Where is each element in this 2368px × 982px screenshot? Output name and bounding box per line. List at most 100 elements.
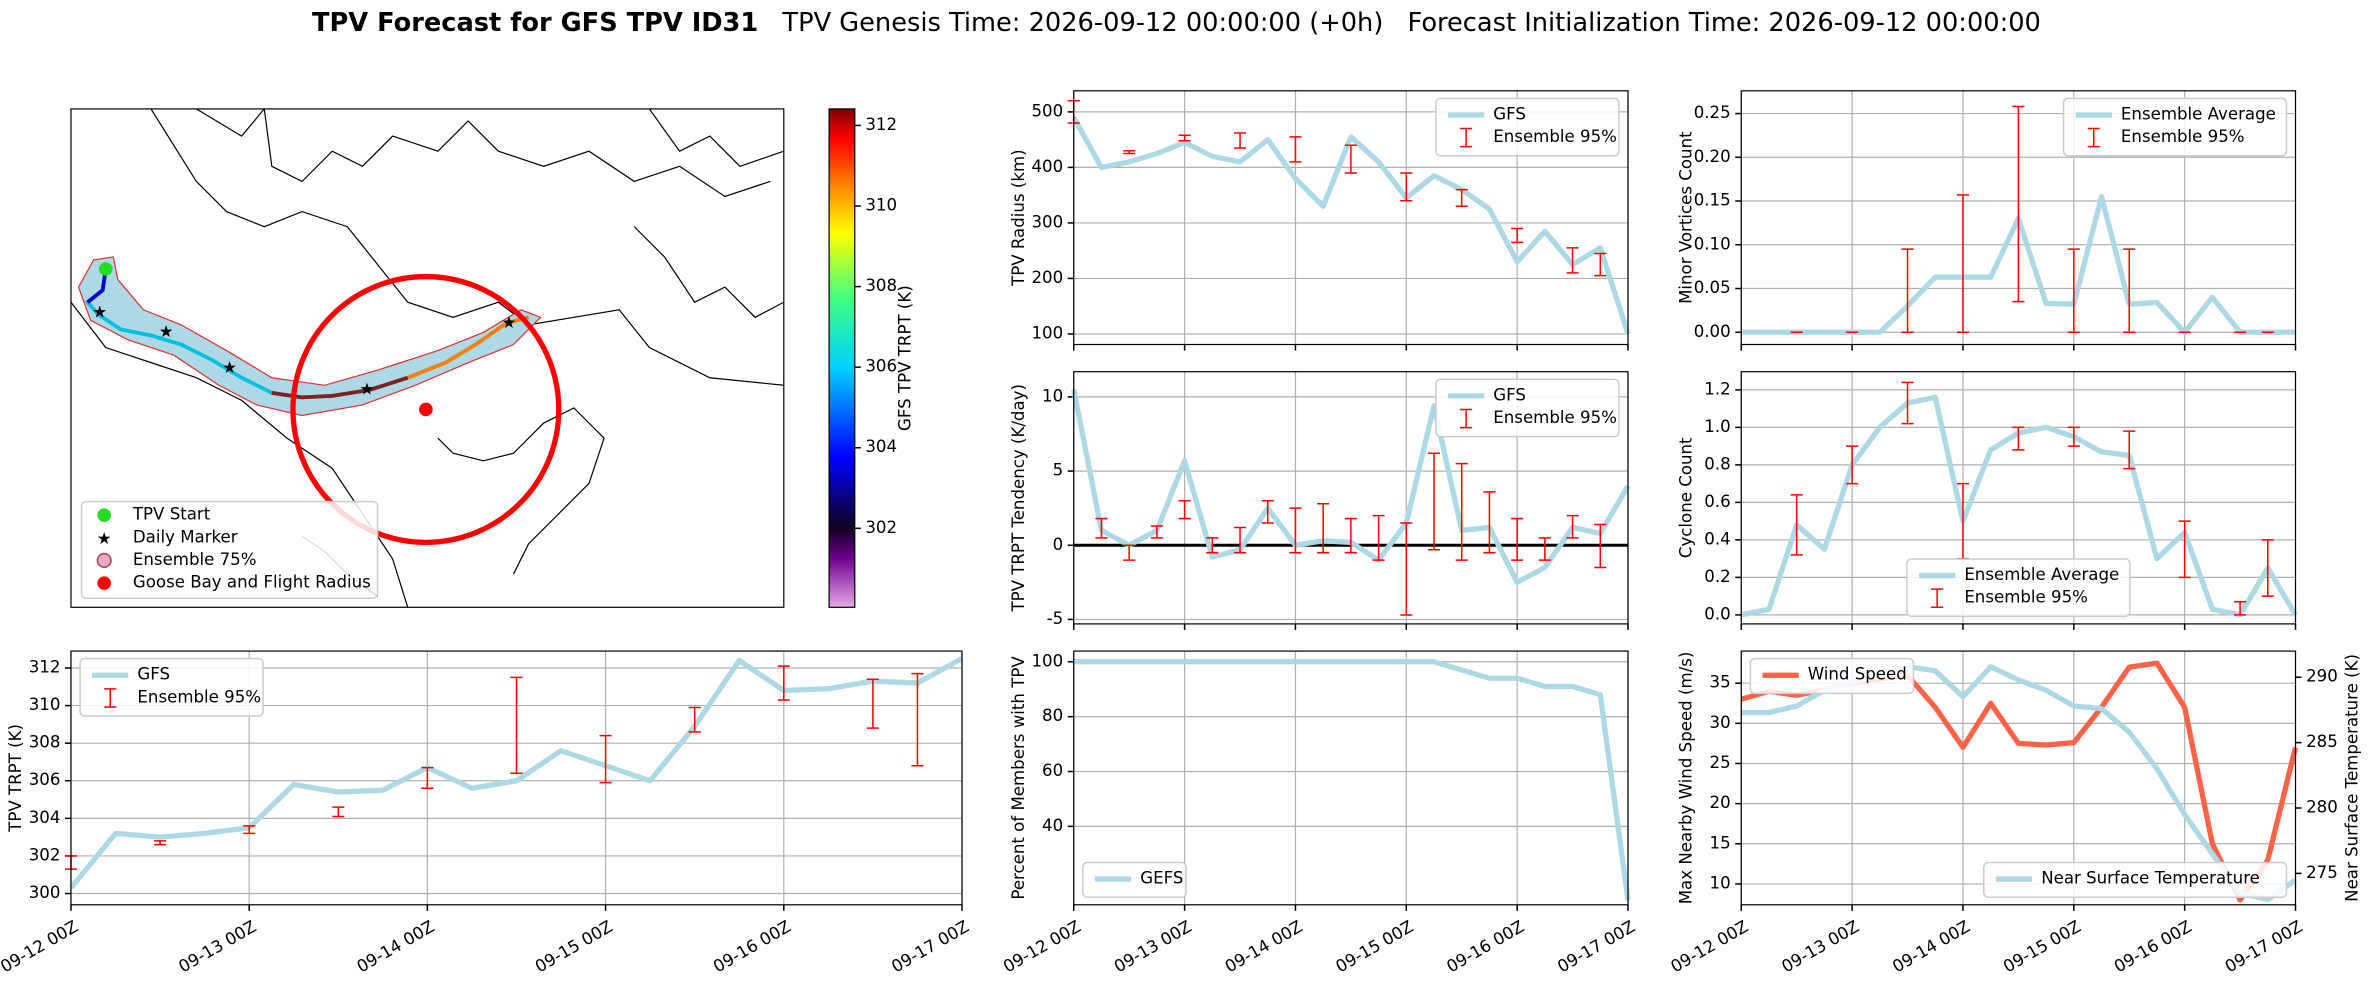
axes-frame [1740,650,2297,906]
error-bar [1538,537,1551,561]
error-bar [1511,517,1524,561]
y2-tick-label: 280 [2306,798,2338,817]
legend: Wind Speed [1749,657,1915,695]
axes-frame [1073,371,1629,625]
map: ★ ★ ★ ★ ★ ★ TPV Start Daily Marker Ensem… [70,108,784,608]
error-bar [2123,430,2136,470]
y-tick-label: 0.00 [1694,322,1731,341]
y-tick-label: 15 [1710,833,1731,852]
axes-frame [70,650,963,906]
y-tick-label: 80 [1042,706,1063,725]
axes-frame [1740,371,2297,625]
y-tick-label: 0.0 [1704,604,1730,623]
error-bar [1594,523,1607,569]
legend-box [1082,861,1187,898]
subplot: 09-12 00Z 09-13 00Z 09-14 00Z 09-15 00Z 09-1… [1668,650,2361,976]
error-bar [1289,136,1302,163]
error-bar [1901,381,1914,425]
error-bar [777,665,790,701]
error-bar [1289,507,1302,554]
legend: Near Surface Temperature [1983,861,2288,898]
colorbar-tick-label: 310 [865,196,897,215]
legend-label: GFS [1493,385,1526,404]
legend-swatch [104,688,117,708]
legend: GFS Ensemble 95% [1435,97,1620,157]
error-bar [911,672,924,767]
y-tick-label: 0 [1053,535,1064,554]
colorbar-tick-label: 302 [865,518,897,537]
error-bar [243,825,256,835]
daily-marker: ★ [92,302,107,321]
error-bar [2012,426,2025,451]
y-tick-label: 100 [1031,323,1063,342]
y-tick-label: 40 [1042,816,1063,835]
legend-label: Ensemble Average [1964,565,2119,584]
error-bar [1400,522,1413,616]
y-axis-label: Cyclone Count [1676,437,1695,558]
track-hot [407,315,530,380]
y-axis-label: Percent of Members with TPV [1009,656,1028,900]
colorbar [828,108,856,608]
axes-frame [1740,90,2297,346]
y2-tick-label: 290 [2306,667,2338,686]
error-bar [1846,445,1859,485]
y-tick-label: 0.2 [1704,567,1730,586]
legend-box [1983,861,2288,898]
daily-marker: ★ [159,322,174,341]
legend-label: Daily Marker [133,527,238,546]
legend-label: Near Surface Temperature [2041,869,2260,888]
track-start [86,268,108,304]
error-bar [154,840,167,846]
error-bar [1956,194,1970,334]
error-bar [866,678,879,729]
error-bar [1206,537,1219,554]
y-tick-label: 10 [1710,873,1731,892]
y-tick-label: 25 [1710,753,1731,772]
y-tick-label: 200 [1031,268,1063,287]
y-tick-label: 100 [1031,651,1063,670]
legend-label: Ensemble 95% [1493,127,1617,146]
legend-marker [97,576,111,590]
legend-label: GFS [137,665,170,684]
error-bar [1455,462,1468,561]
error-bar [1511,227,1524,244]
legend-label: GEFS [1140,869,1183,888]
y-axis-label: Max Nearby Wind Speed (m/s) [1676,652,1695,905]
error-bar [2067,426,2080,447]
subplot: 09-12 00Z 09-13 00Z 09-14 00Z 09-15 00Z 09-1… [0,650,972,976]
y-axis-label: TPV TRPT Tendency (K/day) [1009,384,1028,613]
error-bar [1400,172,1413,202]
y-tick-label: 0.15 [1694,191,1731,210]
error-bar [421,766,434,790]
error-bar [1566,247,1579,274]
y-tick-label: 0.20 [1694,147,1731,166]
legend: Ensemble Average Ensemble 95% [2062,97,2288,157]
flight-radius [290,273,562,545]
error-bar [1455,188,1468,208]
error-bar [1095,517,1108,539]
legend-label: GFS [1493,104,1526,123]
error-bar [1178,134,1191,142]
error-bar [599,734,612,784]
colorbar-tick-label: 308 [865,276,897,295]
error-bar [1261,500,1274,524]
error-bar [1123,544,1136,561]
y-tick-label: 0.10 [1694,234,1731,253]
daily-marker: ★ [360,379,375,398]
legend-swatch [1931,588,1944,609]
y-tick-label: 500 [1031,101,1063,120]
y-tick-label: 0.8 [1704,454,1730,473]
daily-marker: ★ [222,358,237,377]
series-line [68,656,964,890]
colorbar-label: GFS TPV TRPT (K) [896,285,915,431]
error-bar [332,806,345,818]
error-bar [1594,252,1607,277]
y-tick-label: 0.25 [1694,103,1731,122]
axes-frame [1073,90,1629,346]
y-tick-label: 0.4 [1704,529,1730,548]
daily-marker: ★ [501,313,516,332]
y-tick-label: 20 [1710,793,1731,812]
daily-markers: ★ ★ ★ ★ ★ [92,302,516,398]
legend-label: Ensemble 75% [133,550,257,569]
